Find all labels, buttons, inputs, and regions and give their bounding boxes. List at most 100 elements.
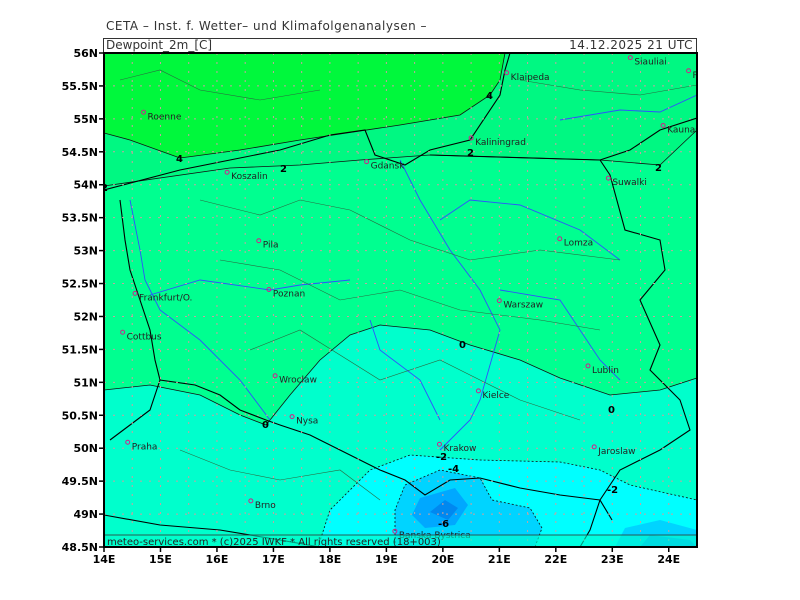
city-label: Jaroslaw — [597, 447, 635, 457]
field-label: Dewpoint_2m_[C] — [106, 38, 213, 52]
city-label: Kaliningrad — [475, 138, 526, 148]
y-tick-label: 51.5N — [62, 343, 98, 356]
y-tick-label: 51N — [73, 376, 98, 389]
city-label: Praha — [132, 442, 158, 452]
city-label: Krakow — [443, 444, 476, 454]
rivers — [129, 94, 697, 451]
x-tick-label: 17E — [262, 553, 285, 566]
contour-label: 2 — [101, 183, 108, 194]
city: Poznan — [266, 286, 305, 299]
city: Pila — [256, 238, 279, 251]
city-marker — [132, 290, 138, 296]
city: Kielce — [475, 388, 510, 401]
x-tick-label: 16E — [206, 553, 229, 566]
contour-label: 4 — [176, 154, 183, 165]
city: Brno — [248, 498, 276, 511]
dewpoint-field: Roenne Koszalin Gdansk Kaliningrad Klaipeda S… — [101, 53, 741, 548]
x-tick-label: 18E — [318, 553, 341, 566]
y-tick-label: 53.5N — [62, 212, 98, 225]
y-tick-label: 54N — [73, 179, 98, 192]
y-tick-label: 49.5N — [62, 475, 98, 488]
city-marker — [392, 528, 398, 534]
city: Roenne — [141, 109, 182, 122]
y-tick-label: 48.5N — [62, 541, 98, 554]
city-marker — [468, 135, 474, 141]
city: Lublin — [585, 363, 619, 376]
city: Koszalin — [224, 169, 268, 182]
city-marker — [364, 159, 370, 165]
city: Jaroslaw — [591, 444, 635, 457]
city: Wroclaw — [272, 373, 317, 386]
city-marker — [141, 109, 147, 115]
valid-time: 14.12.2025 21 UTC — [569, 38, 693, 52]
y-tick-label: 53N — [73, 245, 98, 258]
y-tick-label: 52N — [73, 310, 98, 323]
city-label: Cottbus — [127, 332, 162, 342]
city-marker — [224, 169, 230, 175]
city-marker — [591, 444, 597, 450]
city-label: Siauliai — [634, 58, 666, 68]
y-tick-label: 50.5N — [62, 409, 98, 422]
city-label: Frankfurt/O. — [139, 293, 192, 303]
city-marker — [504, 70, 510, 76]
city: Praha — [125, 439, 158, 452]
city-marker — [256, 238, 262, 244]
city-marker — [272, 373, 278, 379]
x-axis-labels: 14E 15E 16E 17E 18E 19E 20E 21E 22E 23E 24E — [93, 547, 680, 566]
city-label: Wroclaw — [279, 376, 317, 386]
contour-label: 0 — [608, 405, 615, 416]
city-label: Klaipeda — [511, 73, 550, 83]
y-tick-label: 54.5N — [62, 146, 98, 159]
graticule — [104, 53, 697, 547]
city: Klaipeda — [504, 70, 550, 83]
city-label: Kielce — [482, 391, 509, 401]
city-label: Poznan — [273, 289, 305, 299]
city-marker — [660, 122, 666, 128]
x-tick-label: 14E — [93, 553, 116, 566]
admin-borders — [119, 69, 697, 501]
city: Suwalki — [605, 175, 647, 188]
credits: meteo-services.com * (c)2025 IWKF * All … — [107, 537, 441, 548]
contour-label: -2 — [607, 485, 618, 496]
city-marker — [627, 55, 633, 61]
y-tick-label: 56N — [73, 47, 98, 60]
contour-label: 2 — [280, 164, 287, 175]
y-axis-labels: 56N 55.5N 55N 54.5N 54N 53.5N 53N 52.5N 52N 51.5N… — [62, 47, 104, 554]
y-tick-label: 55.5N — [62, 80, 98, 93]
y-tick-label: 55N — [73, 113, 98, 126]
map-frame — [103, 52, 698, 548]
y-tick-label: 52.5N — [62, 278, 98, 291]
chart-title: CETA – Inst. f. Wetter– und Klimafolgena… — [106, 19, 428, 33]
city-marker — [686, 68, 692, 74]
city-label: Nysa — [296, 417, 318, 427]
contour-label: 2 — [467, 148, 474, 159]
city-label: Panevezys — [693, 71, 741, 81]
city-label: Brno — [255, 501, 276, 511]
city-marker — [475, 388, 481, 394]
city-label: Kaunas — [667, 125, 700, 135]
city-label: Lublin — [592, 366, 619, 376]
x-tick-label: 19E — [375, 553, 398, 566]
city-label: Pila — [263, 241, 279, 251]
city-label: Suwalki — [612, 178, 647, 188]
city: Siauliai — [627, 55, 667, 68]
city-marker — [289, 414, 295, 420]
city-marker — [125, 439, 131, 445]
city: Panevezys — [686, 68, 741, 81]
city-label: Koszalin — [231, 172, 268, 182]
contour-label: 0 — [262, 420, 269, 431]
city: Kaunas — [660, 122, 700, 135]
contour-label: -2 — [436, 452, 447, 463]
contour-labels: 4 4 2 2 2 2 0 0 0 -2 -4 -2 -6 — [101, 91, 662, 530]
band-minus6-to-minus4 — [395, 470, 697, 547]
y-tick-label: 49N — [73, 508, 98, 521]
city-marker — [557, 236, 563, 242]
city-marker — [120, 329, 126, 335]
x-tick-label: 15E — [149, 553, 172, 566]
city: Frankfurt/O. — [132, 290, 192, 303]
y-tick-label: 50N — [73, 442, 98, 455]
city: Gdansk — [364, 159, 405, 172]
city: Kaliningrad — [468, 135, 526, 148]
x-tick-label: 20E — [431, 553, 454, 566]
